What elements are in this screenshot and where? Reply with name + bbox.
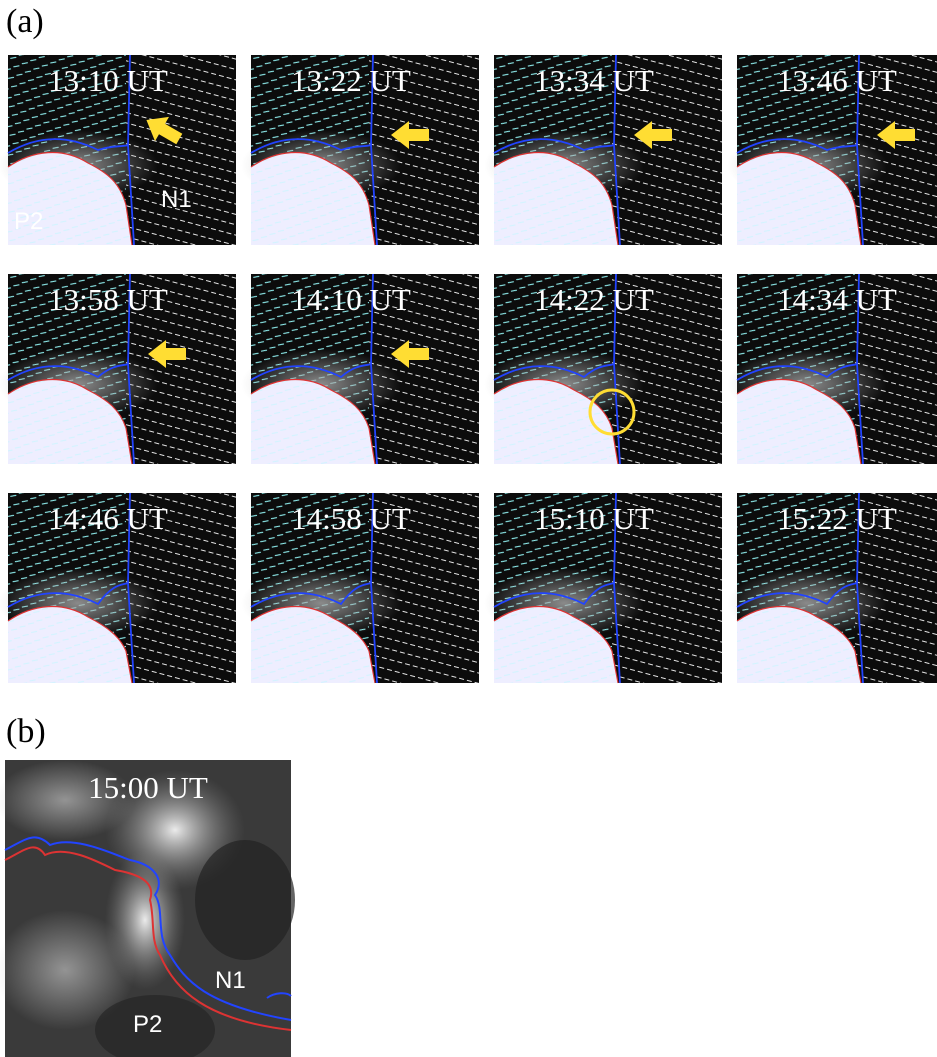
timestamp: 13:46 UT [777, 63, 897, 98]
timestamp: 14:10 UT [291, 282, 411, 317]
region-label: P2 [14, 208, 43, 235]
panel-label: (a) [6, 3, 44, 40]
frame-grid: 13:10 UT P2 N1 13:22 UT 13:34 UT 13:46 UT 13:5… [0, 55, 937, 683]
frame: 15:10 UT [484, 493, 722, 683]
region-label: N1 [161, 186, 192, 213]
frame: 14:46 UT [0, 493, 236, 683]
panel-b-image: 15:00 UT N1 P2 [0, 760, 295, 1057]
frame: 15:22 UT [727, 493, 937, 683]
frame: 13:46 UT [727, 55, 937, 245]
region-label: P2 [133, 1011, 162, 1038]
timestamp: 15:22 UT [777, 501, 897, 536]
frame: 13:34 UT [484, 55, 722, 245]
timestamp: 13:10 UT [48, 63, 168, 98]
timestamp: 13:22 UT [291, 63, 411, 98]
timestamp: 14:58 UT [291, 501, 411, 536]
panel-label: (b) [6, 713, 46, 750]
timestamp: 15:00 UT [88, 770, 208, 805]
timestamp: 13:58 UT [48, 282, 168, 317]
region-label: N1 [215, 967, 246, 994]
figure: (a) 13:10 UT P2 N1 13:22 UT 13:34 UT 13:46 UT… [0, 0, 937, 1057]
frame: 13:22 UT [241, 55, 479, 245]
frame: 13:10 UT P2 N1 [0, 55, 236, 245]
frame: 14:34 UT [727, 274, 937, 464]
timestamp: 14:46 UT [48, 501, 168, 536]
timestamp: 13:34 UT [534, 63, 654, 98]
frame: 14:22 UT [484, 274, 722, 464]
frame: 14:10 UT [241, 274, 479, 464]
frame: 14:58 UT [241, 493, 479, 683]
timestamp: 15:10 UT [534, 501, 654, 536]
timestamp: 14:34 UT [777, 282, 897, 317]
frame: 13:58 UT [0, 274, 236, 464]
timestamp: 14:22 UT [534, 282, 654, 317]
